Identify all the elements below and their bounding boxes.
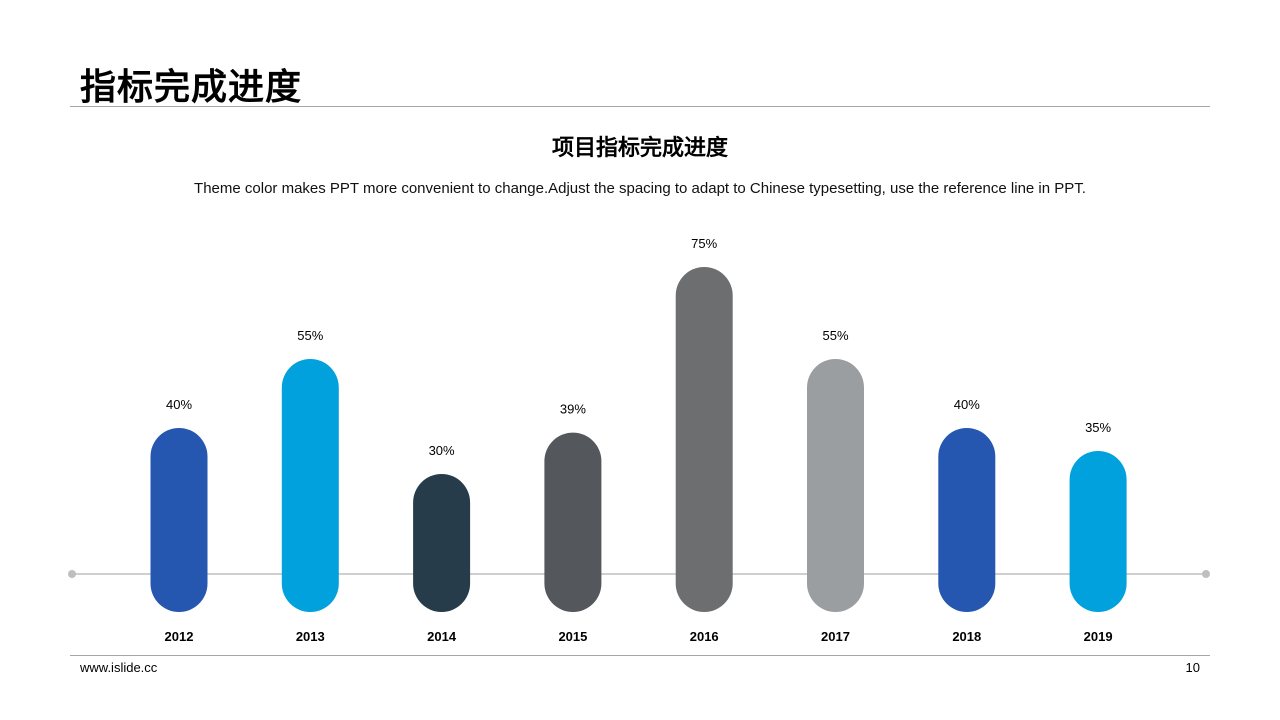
footer-website[interactable]: www.islide.cc — [80, 660, 158, 675]
slide-title: 指标完成进度 — [80, 67, 303, 108]
x-tick-label-2013: 2013 — [296, 629, 325, 644]
data-label-2015: 39% — [560, 402, 586, 417]
x-tick-label-2016: 2016 — [690, 629, 719, 644]
bar-2019 — [1069, 451, 1127, 612]
x-tick-label-2012: 2012 — [165, 629, 194, 644]
data-label-2018: 40% — [954, 397, 980, 412]
data-label-2017: 55% — [822, 328, 848, 343]
x-tick-label-2019: 2019 — [1084, 629, 1113, 644]
chart-subtitle: Theme color makes PPT more convenient to… — [194, 180, 1086, 197]
bar-2015 — [544, 432, 602, 612]
chart-title: 项目指标完成进度 — [551, 136, 728, 161]
header-divider — [70, 106, 1210, 107]
bar-2013 — [281, 359, 339, 612]
bar-2012 — [150, 428, 208, 612]
data-label-2016: 75% — [691, 236, 717, 251]
data-label-2013: 55% — [297, 328, 323, 343]
data-label-2014: 30% — [429, 443, 455, 458]
page-number: 10 — [1185, 660, 1200, 675]
data-label-2012: 40% — [166, 397, 192, 412]
x-tick-label-2017: 2017 — [821, 629, 850, 644]
x-tick-label-2014: 2014 — [427, 629, 457, 644]
bar-2017 — [807, 359, 864, 612]
footer-divider — [70, 655, 1210, 656]
x-tick-label-2018: 2018 — [952, 629, 981, 644]
baseline-right-dot — [1202, 570, 1210, 578]
bar-2018 — [938, 428, 996, 612]
bar-2016 — [675, 267, 733, 612]
x-tick-label-2015: 2015 — [558, 629, 587, 644]
bar-2014 — [413, 474, 471, 612]
data-label-2019: 35% — [1085, 420, 1111, 435]
baseline-left-dot — [68, 570, 76, 578]
